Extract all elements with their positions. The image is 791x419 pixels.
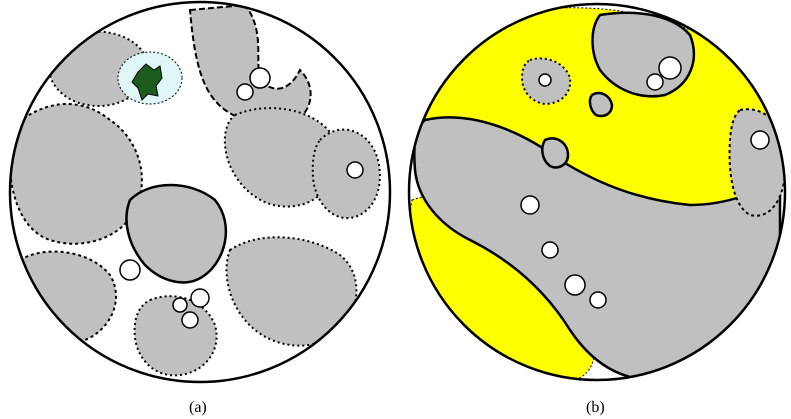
grain-region xyxy=(223,107,339,208)
cluster-core xyxy=(131,63,163,101)
panel-a-boundary xyxy=(8,0,392,384)
panel-a: (a) xyxy=(8,0,392,416)
grain-region xyxy=(588,91,614,118)
panel-b-grains xyxy=(409,7,785,380)
bubble xyxy=(646,73,664,91)
bubble xyxy=(658,56,682,80)
bubble xyxy=(181,311,199,329)
grain-region xyxy=(10,103,143,245)
grain-region xyxy=(311,128,381,220)
panel-a-grains xyxy=(10,3,381,377)
bubble xyxy=(750,130,770,150)
bubble xyxy=(541,241,559,259)
panel-b: (b) xyxy=(407,2,787,416)
bubble xyxy=(589,291,607,309)
bubble xyxy=(564,274,586,296)
grain-region xyxy=(728,108,785,217)
bubble xyxy=(190,288,210,308)
panel-b-caption: (b) xyxy=(586,399,605,416)
bubble xyxy=(172,297,188,313)
bubble xyxy=(520,195,540,215)
panel-a-caption: (a) xyxy=(189,399,207,416)
grain-region xyxy=(225,236,358,347)
bubble xyxy=(538,73,552,87)
bubble xyxy=(119,259,141,281)
panel-b-boundary xyxy=(407,2,787,382)
grain-region xyxy=(12,250,117,344)
bubble xyxy=(249,67,271,89)
grain-region xyxy=(125,183,228,284)
bubble xyxy=(236,83,254,101)
bubble xyxy=(346,161,364,179)
grain-region xyxy=(541,137,570,169)
grain-region xyxy=(188,3,312,128)
